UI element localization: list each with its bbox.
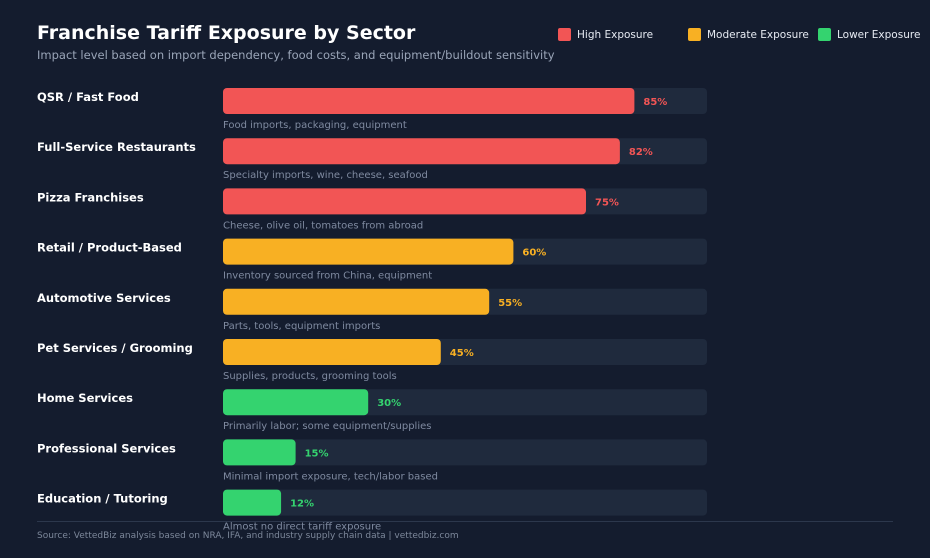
legend-swatch-high	[558, 28, 571, 41]
category-label: Education / Tutoring	[37, 492, 168, 506]
bar	[223, 138, 620, 165]
category-label: Home Services	[37, 391, 133, 405]
bar-note: Almost no direct tariff exposure	[223, 522, 381, 533]
category-label: QSR / Fast Food	[37, 90, 139, 104]
bar	[223, 188, 586, 215]
bar-note: Inventory sourced from China, equipment	[223, 271, 432, 282]
chart-subtitle: Impact level based on import dependency,…	[37, 48, 555, 62]
category-label: Retail / Product-Based	[37, 241, 182, 255]
bar-note: Cheese, olive oil, tomatoes from abroad	[223, 220, 423, 231]
bar	[223, 88, 635, 114]
category-label: Pet Services / Grooming	[37, 341, 193, 355]
bar-note: Supplies, products, grooming tools	[223, 371, 397, 382]
footer-divider	[37, 521, 893, 522]
bar	[223, 489, 282, 516]
bar	[223, 389, 369, 416]
value-label: 75%	[595, 197, 619, 208]
bar-note: Primarily labor; some equipment/supplies	[223, 421, 431, 432]
value-label: 45%	[450, 348, 474, 359]
bar-note: Parts, tools, equipment imports	[223, 321, 380, 332]
legend-item-high: High Exposure	[558, 28, 653, 41]
legend-swatch-low	[818, 28, 831, 41]
value-label: 15%	[305, 448, 329, 459]
bar	[223, 339, 441, 365]
chart-title: Franchise Tariff Exposure by Sector	[37, 22, 416, 44]
bar-note: Food imports, packaging, equipment	[223, 120, 407, 131]
legend-item-low: Lower Exposure	[818, 28, 920, 41]
value-label: 30%	[377, 398, 401, 409]
bar-track	[223, 439, 707, 466]
category-label: Pizza Franchises	[37, 190, 144, 204]
bar-note: Specialty imports, wine, cheese, seafood	[223, 170, 428, 181]
legend-label-moderate: Moderate Exposure	[707, 28, 809, 41]
category-label: Automotive Services	[37, 291, 171, 305]
value-label: 82%	[629, 147, 653, 158]
source-note: Source: VettedBiz analysis based on NRA,…	[37, 531, 459, 541]
bar-note: Minimal import exposure, tech/labor base…	[223, 471, 438, 482]
legend-label-low: Lower Exposure	[837, 28, 921, 41]
value-label: 12%	[290, 499, 314, 510]
category-label: Professional Services	[37, 441, 176, 455]
value-label: 85%	[643, 97, 667, 108]
value-label: 60%	[522, 248, 546, 259]
category-label: Full-Service Restaurants	[37, 140, 196, 154]
bar	[223, 439, 296, 466]
bar	[223, 288, 490, 315]
legend-label-high: High Exposure	[577, 28, 654, 41]
bar	[223, 238, 514, 265]
legend-swatch-moderate	[688, 28, 701, 41]
value-label: 55%	[498, 298, 522, 309]
legend-item-moderate: Moderate Exposure	[688, 28, 809, 41]
bar-track	[223, 489, 707, 516]
